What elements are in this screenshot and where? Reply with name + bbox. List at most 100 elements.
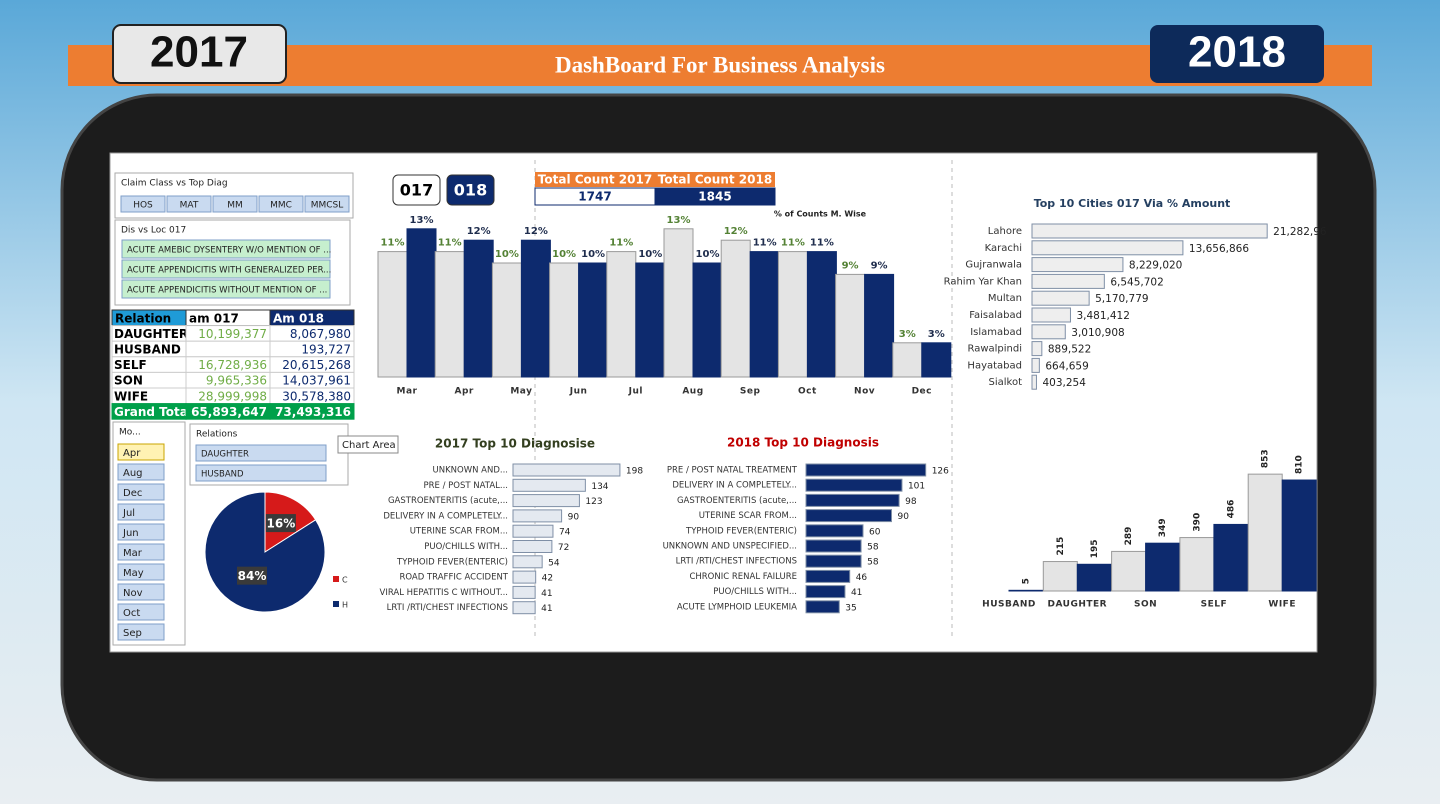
data-label: 42 bbox=[542, 574, 553, 584]
data-label: 13% bbox=[667, 215, 691, 226]
bar bbox=[578, 262, 609, 378]
data-label: 403,254 bbox=[1042, 377, 1086, 389]
category-label: GASTROENTERITIS (acute,... bbox=[677, 496, 797, 506]
slicer-item[interactable] bbox=[117, 603, 165, 621]
slicer-item[interactable] bbox=[117, 623, 165, 641]
category-label: TYPHOID FEVER(ENTERIC) bbox=[396, 557, 508, 567]
data-label: 198 bbox=[626, 467, 643, 477]
data-label: 5 bbox=[1022, 578, 1032, 584]
bar bbox=[805, 585, 846, 599]
slicer-item[interactable] bbox=[117, 523, 165, 541]
bar bbox=[512, 494, 580, 508]
data-label: 10% bbox=[552, 249, 576, 260]
data-label: 664,659 bbox=[1045, 360, 1088, 372]
slicer-item[interactable] bbox=[195, 444, 327, 462]
year-button[interactable] bbox=[392, 174, 441, 206]
data-label: 5,170,779 bbox=[1095, 293, 1148, 305]
slicer-item-label: HOS bbox=[133, 201, 153, 211]
data-label: 3% bbox=[928, 329, 945, 340]
slicer-item-label: ACUTE APPENDICITIS WITH GENERALIZED PER.… bbox=[127, 266, 331, 276]
category-label: Rawalpindi bbox=[967, 344, 1022, 355]
x-tick-label: Oct bbox=[798, 387, 817, 397]
category-label: GASTROENTERITIS (acute,... bbox=[388, 496, 508, 506]
pivot-text: HUSBAND bbox=[114, 343, 181, 357]
bar bbox=[1008, 589, 1044, 592]
slicer-item[interactable] bbox=[166, 195, 212, 213]
slicer-item[interactable] bbox=[121, 239, 331, 259]
pivot-header: Relation bbox=[115, 311, 171, 325]
slicer-item-label: Apr bbox=[123, 448, 141, 459]
data-label: 10% bbox=[581, 249, 605, 260]
x-tick-label: DAUGHTER bbox=[1047, 600, 1107, 610]
pivot-text: 14,037,961 bbox=[282, 374, 351, 388]
slicer-item[interactable] bbox=[117, 483, 165, 501]
bar bbox=[1031, 273, 1105, 289]
data-label: 16% bbox=[267, 517, 296, 531]
category-label: Sialkot bbox=[988, 377, 1022, 388]
slicer-item[interactable] bbox=[117, 463, 165, 481]
data-label: 134 bbox=[591, 482, 608, 492]
data-label: 390 bbox=[1192, 513, 1202, 532]
totals-header bbox=[655, 172, 775, 187]
bar bbox=[512, 478, 586, 492]
category-label: Rahim Yar Khan bbox=[944, 276, 1022, 287]
pivot-text: WIFE bbox=[114, 389, 148, 403]
data-label: 486 bbox=[1226, 500, 1236, 519]
slicer-item[interactable] bbox=[120, 195, 166, 213]
bar bbox=[805, 569, 851, 583]
year-button-label: 017 bbox=[400, 181, 433, 200]
pivot-text: 20,615,268 bbox=[282, 358, 351, 372]
data-label: 84% bbox=[238, 569, 267, 583]
slicer-item[interactable] bbox=[304, 195, 350, 213]
slicer-item[interactable] bbox=[258, 195, 304, 213]
pivot-cell bbox=[269, 403, 355, 420]
slicer-item[interactable] bbox=[117, 563, 165, 581]
data-label: 3% bbox=[899, 329, 916, 340]
category-label: UNKNOWN AND UNSPECIFIED... bbox=[663, 542, 797, 552]
bar bbox=[805, 493, 900, 507]
pie-slice bbox=[204, 491, 326, 613]
slicer-item[interactable] bbox=[121, 279, 331, 299]
year-button[interactable] bbox=[446, 174, 495, 206]
bar bbox=[777, 251, 808, 378]
category-label: PRE / POST NATAL... bbox=[424, 481, 508, 491]
slicer-item[interactable] bbox=[117, 543, 165, 561]
year-label: 2018 bbox=[1188, 28, 1286, 77]
x-tick-label: WIFE bbox=[1268, 600, 1296, 610]
bar bbox=[512, 555, 543, 569]
x-tick-label: Jun bbox=[569, 387, 588, 397]
bar bbox=[635, 262, 666, 378]
data-label: 54 bbox=[548, 558, 560, 568]
data-label: 11% bbox=[438, 238, 462, 249]
slicer-item-label: Jun bbox=[122, 528, 139, 539]
year-box bbox=[1150, 25, 1324, 83]
bar bbox=[1031, 290, 1090, 306]
bar bbox=[512, 601, 536, 615]
slicer-item[interactable] bbox=[117, 503, 165, 521]
data-label-bg bbox=[265, 514, 296, 533]
slicer-item[interactable] bbox=[212, 195, 258, 213]
year-button-label: 018 bbox=[454, 181, 487, 200]
slicer-item[interactable] bbox=[195, 464, 327, 482]
data-label: 101 bbox=[908, 482, 925, 492]
pivot-text: 30,578,380 bbox=[282, 389, 351, 403]
category-label: Karachi bbox=[985, 243, 1022, 254]
totals-header-text: Total Count 2018 bbox=[658, 173, 772, 187]
pivot-text: 10,199,377 bbox=[198, 327, 267, 341]
slicer-item-label: MMC bbox=[270, 201, 292, 211]
slicer-item[interactable] bbox=[117, 443, 165, 461]
year-box bbox=[112, 24, 287, 84]
bar bbox=[1031, 324, 1066, 340]
slicer-item-label: Dec bbox=[123, 488, 142, 499]
x-tick-label: May bbox=[510, 387, 532, 397]
pivot-text: 65,893,647 bbox=[191, 405, 267, 419]
totals-value-cell bbox=[654, 187, 776, 206]
slicer-item[interactable] bbox=[121, 259, 331, 279]
slicer-item[interactable] bbox=[117, 583, 165, 601]
pivot-text: 16,728,936 bbox=[198, 358, 267, 372]
category-label: TYPHOID FEVER(ENTERIC) bbox=[685, 526, 797, 536]
data-label: 215 bbox=[1056, 537, 1066, 556]
data-label: 74 bbox=[559, 528, 571, 538]
slicer-item-label: MMCSL bbox=[311, 201, 344, 211]
category-label: DELIVERY IN A COMPLETELY... bbox=[672, 481, 797, 491]
